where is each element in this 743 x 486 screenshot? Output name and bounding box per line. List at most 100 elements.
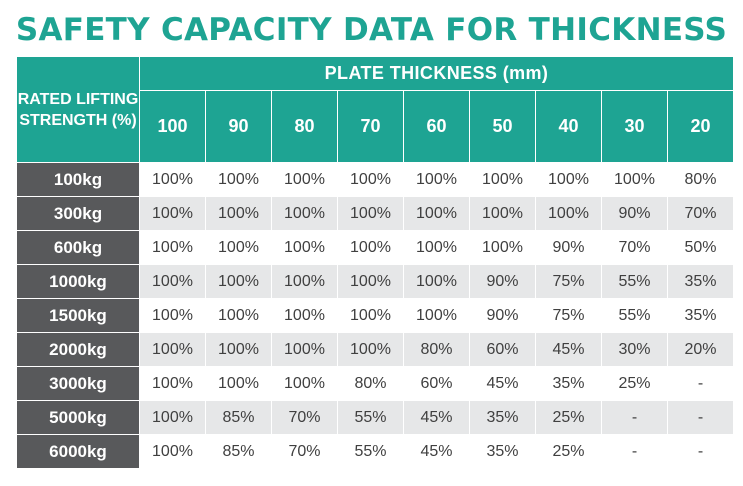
table-row: 3000kg 100% 100% 100% 80% 60% 45% 35% 25% - [16,366,734,401]
capacity-cell: 70% [601,230,668,265]
thickness-header: 90 [205,90,272,163]
capacity-cell: 100% [337,162,404,197]
capacity-cell: 100% [205,162,272,197]
capacity-cell: - [601,434,668,469]
load-label: 3000kg [16,366,140,401]
capacity-cell: 100% [469,196,536,231]
table-row: 2000kg 100% 100% 100% 100% 80% 60% 45% 30% 20% [16,332,734,367]
capacity-cell: 75% [535,298,602,333]
capacity-cell: 100% [337,298,404,333]
capacity-cell: 70% [271,400,338,435]
capacity-cell: 100% [139,400,206,435]
thickness-header: 30 [601,90,668,163]
thickness-header: 70 [337,90,404,163]
capacity-cell: 50% [667,230,734,265]
capacity-cell: 100% [469,162,536,197]
capacity-cell: 90% [469,264,536,299]
capacity-cell: 25% [535,400,602,435]
capacity-cell: 100% [271,264,338,299]
table-row: 100kg 100% 100% 100% 100% 100% 100% 100% 100% 80% [16,162,734,197]
load-label: 1000kg [16,264,140,299]
capacity-cell: 100% [403,298,470,333]
capacity-cell: 25% [601,366,668,401]
capacity-cell: 100% [205,332,272,367]
capacity-cell: 80% [667,162,734,197]
thickness-header: 40 [535,90,602,163]
capacity-cell: 35% [667,264,734,299]
plate-thickness-header: PLATE THICKNESS (mm) [139,56,734,91]
capacity-cell: 45% [403,434,470,469]
thickness-header: 100 [139,90,206,163]
capacity-cell: 90% [535,230,602,265]
capacity-cell: - [667,400,734,435]
capacity-cell: 100% [337,264,404,299]
capacity-cell: 100% [337,230,404,265]
capacity-cell: 20% [667,332,734,367]
capacity-cell: - [667,434,734,469]
capacity-cell: 25% [535,434,602,469]
thickness-header: 20 [667,90,734,163]
capacity-cell: 100% [205,196,272,231]
capacity-cell: 75% [535,264,602,299]
load-label: 5000kg [16,400,140,435]
capacity-cell: 55% [601,264,668,299]
capacity-cell: 100% [139,298,206,333]
capacity-cell: 35% [667,298,734,333]
load-label: 1500kg [16,298,140,333]
capacity-cell: 45% [535,332,602,367]
table-row: 600kg 100% 100% 100% 100% 100% 100% 90% 70% 50% [16,230,734,265]
capacity-cell: 100% [403,196,470,231]
capacity-cell: 100% [403,162,470,197]
capacity-cell: 100% [601,162,668,197]
capacity-cell: 100% [139,434,206,469]
capacity-cell: 100% [139,366,206,401]
capacity-cell: 100% [271,298,338,333]
capacity-cell: 85% [205,400,272,435]
capacity-cell: 100% [271,196,338,231]
capacity-cell: 100% [271,230,338,265]
capacity-cell: 55% [337,400,404,435]
page-title: SAFETY CAPACITY DATA FOR THICKNESS [15,12,728,48]
table-row: 1000kg 100% 100% 100% 100% 100% 90% 75% 55% 35% [16,264,734,299]
corner-header: RATED LIFTING STRENGTH (%) [16,56,140,163]
capacity-cell: 85% [205,434,272,469]
capacity-cell: 100% [205,264,272,299]
capacity-cell: 100% [139,196,206,231]
capacity-cell: 55% [601,298,668,333]
capacity-cell: 90% [601,196,668,231]
capacity-cell: 60% [403,366,470,401]
capacity-cell: 80% [337,366,404,401]
capacity-cell: 100% [337,196,404,231]
capacity-cell: - [601,400,668,435]
capacity-cell: 35% [535,366,602,401]
capacity-cell: 100% [535,162,602,197]
thickness-header: 80 [271,90,338,163]
thickness-header: 50 [469,90,536,163]
capacity-cell: 45% [469,366,536,401]
capacity-cell: 100% [271,332,338,367]
capacity-cell: 45% [403,400,470,435]
capacity-cell: 80% [403,332,470,367]
capacity-cell: 100% [403,230,470,265]
safety-capacity-table: RATED LIFTING STRENGTH (%) PLATE THICKNE… [16,56,734,469]
capacity-cell: 100% [139,230,206,265]
table-row: 6000kg 100% 85% 70% 55% 45% 35% 25% - - [16,434,734,469]
load-label: 600kg [16,230,140,265]
capacity-cell: 100% [205,230,272,265]
capacity-cell: 100% [139,162,206,197]
capacity-cell: 100% [469,230,536,265]
table-row: 5000kg 100% 85% 70% 55% 45% 35% 25% - - [16,400,734,435]
capacity-cell: 60% [469,332,536,367]
load-label: 2000kg [16,332,140,367]
capacity-cell: 100% [403,264,470,299]
capacity-cell: 35% [469,400,536,435]
capacity-cell: 70% [271,434,338,469]
capacity-cell: 35% [469,434,536,469]
capacity-cell: - [667,366,734,401]
load-label: 100kg [16,162,140,197]
table-row: 1500kg 100% 100% 100% 100% 100% 90% 75% 55% 35% [16,298,734,333]
thickness-header: 60 [403,90,470,163]
table-row: 300kg 100% 100% 100% 100% 100% 100% 100% 90% 70% [16,196,734,231]
capacity-cell: 100% [337,332,404,367]
capacity-cell: 70% [667,196,734,231]
